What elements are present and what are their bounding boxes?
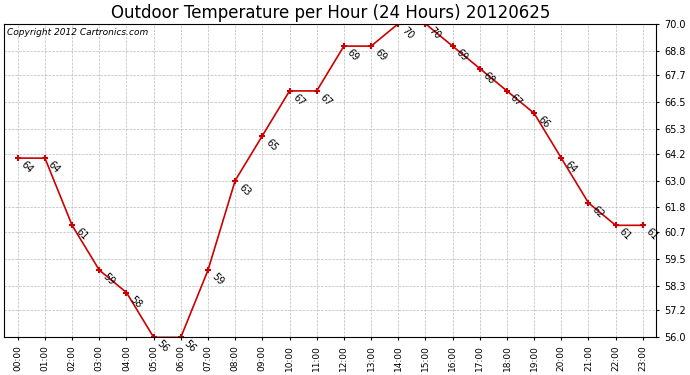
Text: 61: 61 [644,227,660,243]
Text: 63: 63 [237,182,253,198]
Text: 67: 67 [509,92,524,108]
Text: 56: 56 [155,339,171,354]
Text: 64: 64 [46,159,62,175]
Text: Copyright 2012 Cartronics.com: Copyright 2012 Cartronics.com [8,28,148,38]
Text: 61: 61 [74,227,89,243]
Text: 69: 69 [454,48,470,63]
Text: 64: 64 [563,159,578,175]
Text: 58: 58 [128,294,144,310]
Text: 62: 62 [590,204,606,220]
Text: 70: 70 [427,25,443,41]
Text: 66: 66 [535,115,551,130]
Text: 64: 64 [19,159,35,175]
Text: 70: 70 [400,25,415,41]
Text: 67: 67 [318,92,334,108]
Text: 65: 65 [264,137,279,153]
Text: 67: 67 [291,92,307,108]
Text: 59: 59 [209,272,225,287]
Title: Outdoor Temperature per Hour (24 Hours) 20120625: Outdoor Temperature per Hour (24 Hours) … [110,4,550,22]
Text: 69: 69 [373,48,388,63]
Text: 61: 61 [617,227,633,243]
Text: 59: 59 [101,272,117,287]
Text: 56: 56 [182,339,198,354]
Text: 68: 68 [481,70,497,86]
Text: 69: 69 [345,48,361,63]
